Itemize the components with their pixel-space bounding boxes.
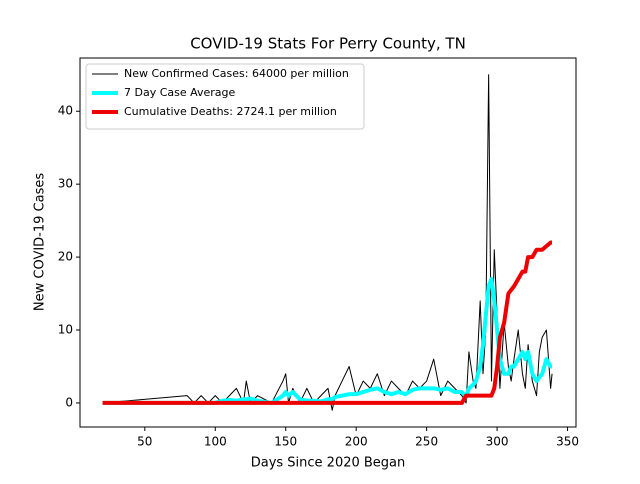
y-tick-label: 40 [58, 104, 73, 118]
y-axis-label: New COVID-19 Cases [33, 173, 48, 311]
x-tick-label: 250 [415, 435, 438, 449]
legend-label: Cumulative Deaths: 2724.1 per million [124, 105, 337, 118]
series-line [102, 276, 553, 405]
chart-title: COVID-19 Stats For Perry County, TN [190, 35, 466, 53]
x-tick-label: 50 [137, 435, 152, 449]
x-tick-label: 150 [274, 435, 297, 449]
y-tick-label: 0 [65, 395, 73, 409]
x-tick-label: 200 [345, 435, 368, 449]
x-tick-label: 300 [486, 435, 509, 449]
series-line [102, 240, 553, 405]
legend-label: New Confirmed Cases: 64000 per million [124, 67, 349, 80]
x-tick-label: 350 [556, 435, 579, 449]
y-tick-label: 20 [58, 250, 73, 264]
plot-frame [79, 57, 577, 428]
y-tick-label: 30 [58, 177, 73, 191]
x-tick-label: 100 [204, 435, 227, 449]
legend-label: 7 Day Case Average [124, 86, 236, 99]
legend-box [85, 63, 365, 130]
y-tick-label: 10 [58, 323, 73, 337]
x-axis-label: Days Since 2020 Began [251, 456, 406, 471]
